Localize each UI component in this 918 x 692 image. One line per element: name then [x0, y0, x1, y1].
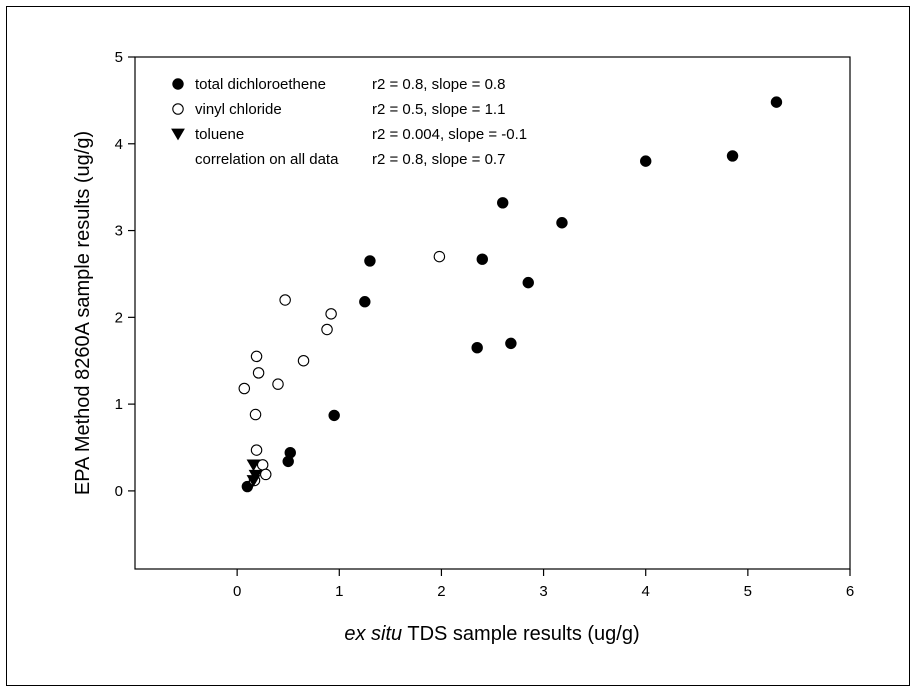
data-point-series-1 [364, 255, 376, 267]
legend-label-series-1: total dichloroethene [195, 76, 326, 93]
data-point-series-1 [359, 296, 371, 308]
figure-frame: 0 1 2 3 4 5 6 0 1 2 3 4 5 total dichloroethene r2 =… [6, 6, 910, 686]
data-point-series-1 [640, 155, 652, 167]
x-tick-label: 4 [642, 583, 650, 600]
scatter-chart: 0 1 2 3 4 5 6 0 1 2 3 4 5 total dichloroethene r2 =… [72, 49, 854, 645]
x-tick-label: 1 [335, 583, 343, 600]
data-point-series-1 [556, 217, 568, 229]
y-tick-label: 5 [115, 49, 123, 66]
legend-marker-series-1 [172, 78, 184, 90]
data-point-series-2 [433, 250, 446, 263]
data-point-series-1 [471, 342, 483, 354]
data-point-series-1 [497, 197, 509, 209]
legend-stats-series-2: r2 = 0.5, slope = 1.1 [372, 101, 505, 118]
data-point-series-2 [249, 408, 262, 421]
y-tick-label: 1 [115, 396, 123, 413]
legend-label-series-2: vinyl chloride [195, 101, 282, 118]
y-axis-label: EPA Method 8260A sample results (ug/g) [72, 131, 94, 495]
x-tick-label: 6 [846, 583, 854, 600]
data-point-series-2 [238, 382, 251, 395]
data-point-series-3 [246, 459, 261, 472]
data-point-series-1 [522, 276, 534, 289]
data-point-series-1 [284, 447, 296, 459]
data-point-series-2 [250, 350, 263, 363]
legend-marker-series-2 [172, 103, 184, 115]
legend-markers [171, 78, 185, 141]
x-axis-label-italic: ex situ [344, 623, 402, 645]
legend-label-all-data: correlation on all data [195, 151, 339, 168]
data-point-series-2 [325, 308, 337, 320]
legend-label-series-3: toluene [195, 126, 244, 143]
x-tick-label: 0 [233, 583, 241, 600]
y-tick-label: 2 [115, 309, 123, 326]
x-axis-label: ex situ TDS sample results (ug/g) [344, 623, 639, 645]
y-axis-ticks: 0 1 2 3 4 5 [115, 49, 135, 500]
y-tick-label: 0 [115, 483, 123, 500]
data-point-series-1 [770, 96, 783, 108]
data-point-series-1 [476, 253, 488, 265]
x-tick-label: 2 [437, 583, 445, 600]
y-tick-label: 4 [115, 136, 123, 153]
data-point-series-2 [252, 367, 265, 379]
data-point-series-2 [259, 468, 272, 481]
data-point-series-1 [328, 409, 340, 422]
data-point-series-1 [505, 337, 517, 350]
data-point-series-2 [279, 294, 291, 306]
data-point-series-3 [246, 475, 261, 487]
x-axis-label-rest: TDS sample results (ug/g) [402, 623, 640, 645]
data-point-series-2 [272, 378, 284, 390]
plot-area [134, 56, 851, 570]
legend-stats-series-1: r2 = 0.8, slope = 0.8 [372, 76, 505, 93]
data-point-series-2 [321, 323, 333, 336]
x-axis-ticks: 0 1 2 3 4 5 6 [233, 569, 854, 600]
legend-marker-series-3 [171, 128, 185, 141]
data-point-series-1 [726, 150, 739, 162]
data-point-series-2 [250, 444, 263, 456]
legend-stats-series-3: r2 = 0.004, slope = -0.1 [372, 126, 527, 143]
y-tick-label: 3 [115, 223, 123, 240]
legend: total dichloroethene r2 = 0.8, slope = 0… [171, 76, 527, 168]
legend-stats-all-data: r2 = 0.8, slope = 0.7 [372, 151, 505, 168]
x-tick-label: 3 [539, 583, 547, 600]
data-point-series-2 [297, 354, 310, 367]
x-tick-label: 5 [744, 583, 752, 600]
data-points [238, 96, 783, 493]
